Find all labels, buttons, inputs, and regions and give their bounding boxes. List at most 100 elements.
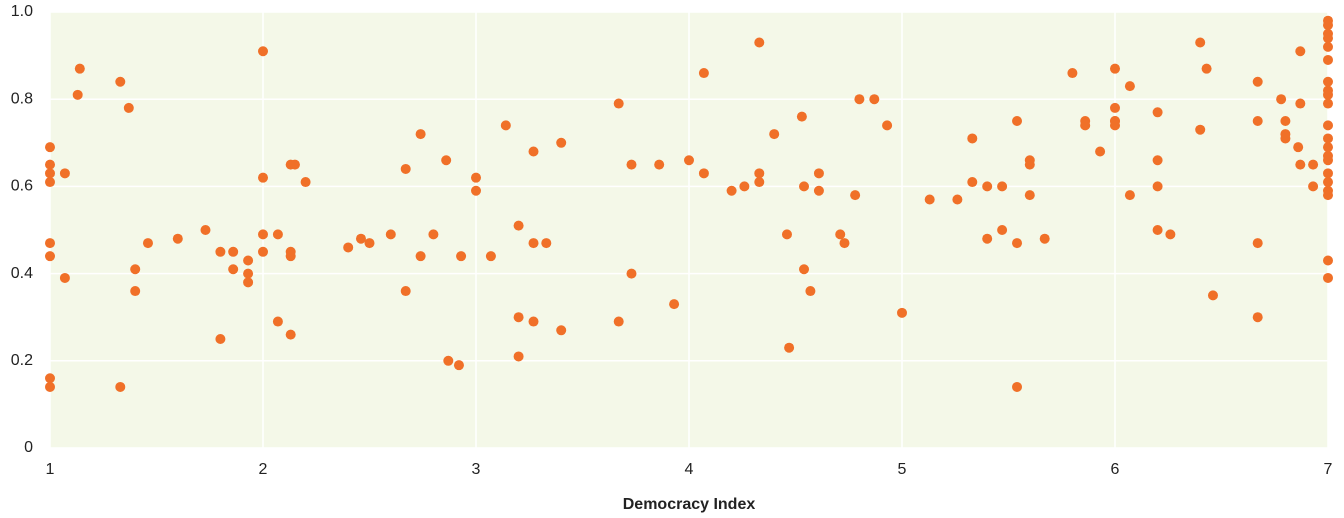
point — [243, 277, 254, 288]
point — [1207, 290, 1218, 301]
point — [45, 238, 55, 249]
point — [1295, 159, 1306, 170]
point — [243, 268, 254, 279]
point — [1323, 177, 1333, 188]
point — [805, 286, 816, 297]
point — [997, 181, 1008, 192]
point — [924, 194, 935, 205]
point — [982, 181, 993, 192]
point — [839, 238, 850, 249]
point — [59, 272, 70, 283]
point — [285, 329, 296, 340]
point — [1323, 168, 1333, 179]
point — [897, 307, 907, 318]
point — [364, 238, 375, 249]
point — [1295, 46, 1306, 57]
y-tick-label: 0.8 — [11, 90, 33, 107]
point — [45, 159, 55, 170]
point — [441, 155, 452, 166]
point — [289, 159, 300, 170]
point — [754, 37, 765, 48]
point — [123, 102, 134, 113]
point — [45, 373, 55, 384]
point — [799, 181, 810, 192]
point — [1024, 159, 1035, 170]
point — [869, 94, 880, 105]
point — [1080, 120, 1091, 131]
point — [813, 185, 824, 196]
point — [835, 229, 846, 240]
point — [813, 168, 824, 179]
point — [654, 159, 665, 170]
point — [796, 111, 807, 122]
x-tick-label: 4 — [685, 461, 694, 478]
point — [258, 46, 268, 57]
point — [1323, 155, 1333, 166]
point — [1095, 146, 1106, 157]
point — [1067, 68, 1078, 79]
point — [228, 246, 239, 257]
point — [698, 168, 709, 179]
point — [1280, 116, 1291, 126]
point — [215, 246, 226, 257]
point — [781, 229, 792, 240]
point — [1252, 238, 1263, 249]
point — [769, 129, 780, 140]
point — [541, 238, 552, 249]
point — [613, 98, 624, 109]
point — [272, 316, 283, 327]
point — [1012, 116, 1023, 126]
point — [1323, 142, 1333, 153]
point — [45, 251, 55, 262]
point — [739, 181, 750, 192]
point — [967, 133, 978, 144]
point — [1201, 63, 1212, 74]
point — [854, 94, 865, 105]
point — [228, 264, 239, 275]
x-tick-label: 1 — [46, 461, 55, 478]
point — [1323, 272, 1333, 283]
point — [850, 190, 861, 201]
x-axis-label: Democracy Index — [623, 496, 756, 513]
point — [626, 268, 637, 279]
point — [684, 155, 694, 166]
point — [500, 120, 511, 131]
point — [528, 146, 539, 157]
y-tick-label: 0.6 — [11, 178, 33, 195]
point — [1323, 133, 1333, 144]
point — [1152, 181, 1163, 192]
point — [300, 177, 311, 188]
point — [45, 381, 55, 392]
point — [1012, 381, 1023, 392]
point — [754, 168, 765, 179]
point — [428, 229, 439, 240]
point — [1323, 89, 1333, 100]
point — [1276, 94, 1287, 105]
x-tick-label: 5 — [898, 461, 907, 478]
point — [285, 251, 296, 262]
point — [1252, 116, 1263, 126]
point — [528, 316, 539, 327]
point — [400, 163, 411, 174]
y-tick-label: 0.2 — [11, 352, 33, 369]
point — [453, 360, 464, 371]
point — [1024, 190, 1035, 201]
point — [882, 120, 893, 131]
point — [1124, 81, 1135, 92]
point — [1195, 37, 1206, 48]
point — [528, 238, 539, 249]
point — [343, 242, 354, 253]
point — [258, 172, 268, 183]
point — [59, 168, 70, 179]
point — [1323, 120, 1333, 131]
point — [115, 381, 126, 392]
point — [45, 142, 55, 153]
point — [1323, 41, 1333, 52]
point — [272, 229, 283, 240]
point — [799, 264, 810, 275]
point — [1293, 142, 1304, 153]
point — [1110, 63, 1120, 74]
point — [115, 76, 126, 87]
point — [215, 334, 226, 344]
